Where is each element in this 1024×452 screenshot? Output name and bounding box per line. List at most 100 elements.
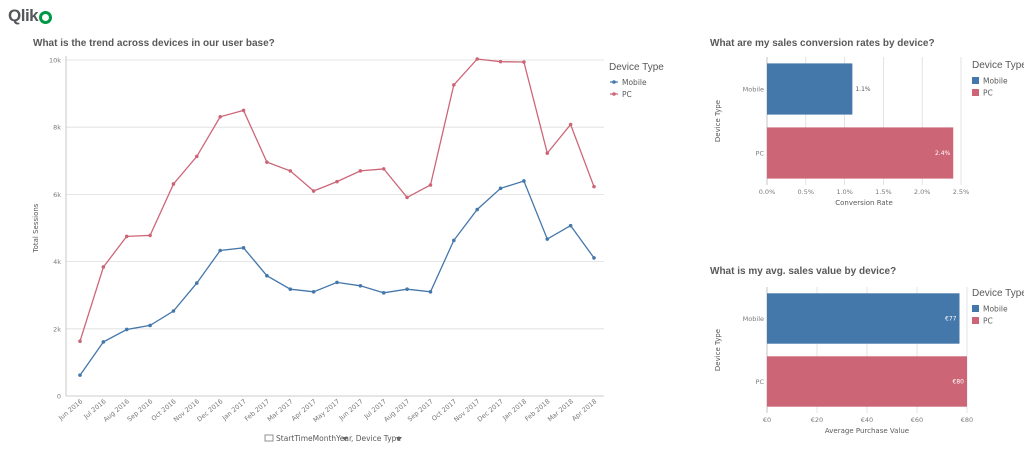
trend-x-tick-label: Jun 2017 [337,397,365,422]
trend-legend-marker-dot [612,80,616,84]
qlik-logo[interactable]: Qlik [8,6,53,26]
conversion-legend-swatch [972,77,979,84]
trend-series-line-mobile [79,180,595,376]
trend-point-mobile [358,283,363,288]
trend-point-mobile [545,237,550,241]
avgsales-category-label: Mobile [743,315,764,323]
avgsales-x-tick-label: €80 [961,416,973,424]
trend-point-mobile [452,238,456,243]
logo-q-icon [39,10,53,24]
trend-point-pc [195,154,199,159]
conversion-data-label: 1.1% [855,86,871,93]
trend-chart-title: What is the trend across devices in our … [33,38,275,49]
trend-point-pc [265,160,269,164]
trend-point-pc [475,57,479,61]
trend-point-mobile [288,287,293,291]
avgsales-bar-pc [767,356,967,407]
logo-text: Qlik [8,6,39,25]
conversion-x-tick-label: 1.5% [875,188,892,196]
trend-point-pc [241,108,246,113]
trend-point-pc [522,60,526,64]
avgsales-bar-mobile [767,293,960,344]
trend-point-mobile [78,373,82,377]
dimension-2-dropdown-icon [396,437,402,441]
conversion-legend-item: Mobile [983,77,1008,86]
trend-point-mobile [498,186,503,191]
conversion-category-label: PC [756,150,765,158]
conversion-legend-item: PC [983,89,993,98]
trend-point-pc [101,265,106,269]
trend-point-mobile [568,223,573,228]
trend-legend-title: Device Type [609,62,664,73]
trend-point-pc [452,83,456,87]
conversion-legend-title: Device Type [972,60,1024,71]
trend-x-tick-label: Sep 2016 [126,397,155,423]
trend-point-mobile [475,207,479,212]
trend-point-pc [545,151,550,155]
trend-point-mobile [124,327,129,332]
trend-x-tick-label: Dec 2016 [195,397,224,423]
trend-point-mobile [101,340,106,344]
trend-x-tick-label: Mar 2018 [546,397,575,423]
conversion-x-axis-title: Conversion Rate [835,199,893,207]
conversion-bar-mobile [767,63,853,115]
trend-point-mobile [311,290,316,294]
trend-y-tick-label: 0 [57,393,61,401]
avgsales-x-tick-label: €20 [811,416,823,424]
trend-y-tick-label: 6k [53,191,61,199]
trend-point-mobile [195,281,199,285]
dimension-2-label: , Device Type [351,434,401,443]
dimension-table-icon [264,434,274,442]
trend-point-mobile [265,273,269,278]
trend-y-tick-label: 10k [49,57,61,65]
trend-point-pc [218,114,222,119]
trend-point-pc [335,179,339,184]
trend-point-mobile [218,248,222,253]
conversion-x-tick-label: 0.0% [759,188,776,196]
trend-point-pc [78,339,82,344]
trend-y-axis-title: Total Sessions [32,203,40,253]
avgsales-x-tick-label: €60 [911,416,923,424]
trend-y-tick-label: 4k [53,258,61,266]
conversion-y-axis-title: Device Type [714,100,722,142]
trend-y-tick-label: 8k [53,124,61,132]
conversion-x-tick-label: 2.5% [953,188,970,196]
conversion-bar-pc [767,127,954,179]
avgsales-legend-swatch [972,305,979,312]
trend-series-line-pc [79,58,595,342]
trend-point-mobile [522,179,526,183]
dimension-1-dropdown-icon [342,437,348,441]
trend-legend-item: PC [622,90,632,99]
trend-point-pc [171,182,176,186]
trend-point-mobile [148,323,152,328]
trend-point-pc [124,234,129,239]
trend-point-pc [405,195,409,200]
avgsales-x-tick-label: €0 [763,416,771,424]
conversion-legend-swatch [972,89,979,96]
trend-point-mobile [381,291,386,295]
trend-x-tick-label: Dec 2017 [476,397,505,423]
trend-point-pc [288,169,293,173]
trend-point-pc [358,169,363,173]
trend-x-tick-label: Jun 2016 [56,397,84,422]
trend-point-pc [592,184,596,189]
trend-point-mobile [428,290,433,294]
trend-point-mobile [241,246,246,250]
trend-x-tick-label: Mar 2017 [266,397,295,423]
conversion-x-tick-label: 2.0% [914,188,931,196]
trend-x-tick-label: Sep 2017 [406,397,435,423]
conversion-category-label: Mobile [743,86,764,94]
trend-legend-marker-dot [612,92,616,96]
trend-point-pc [568,122,573,127]
avgsales-chart-title: What is my avg. sales value by device? [710,266,897,277]
trend-point-mobile [592,256,596,260]
avgsales-data-label: €80 [953,379,965,386]
conversion-x-tick-label: 1.0% [836,188,853,196]
avgsales-data-label: €77 [945,316,957,323]
conversion-chart-title: What are my sales conversion rates by de… [710,38,935,49]
avgsales-category-label: PC [756,378,765,386]
trend-point-mobile [171,309,176,313]
avgsales-legend-item: Mobile [983,305,1008,314]
trend-y-tick-label: 2k [53,325,61,333]
